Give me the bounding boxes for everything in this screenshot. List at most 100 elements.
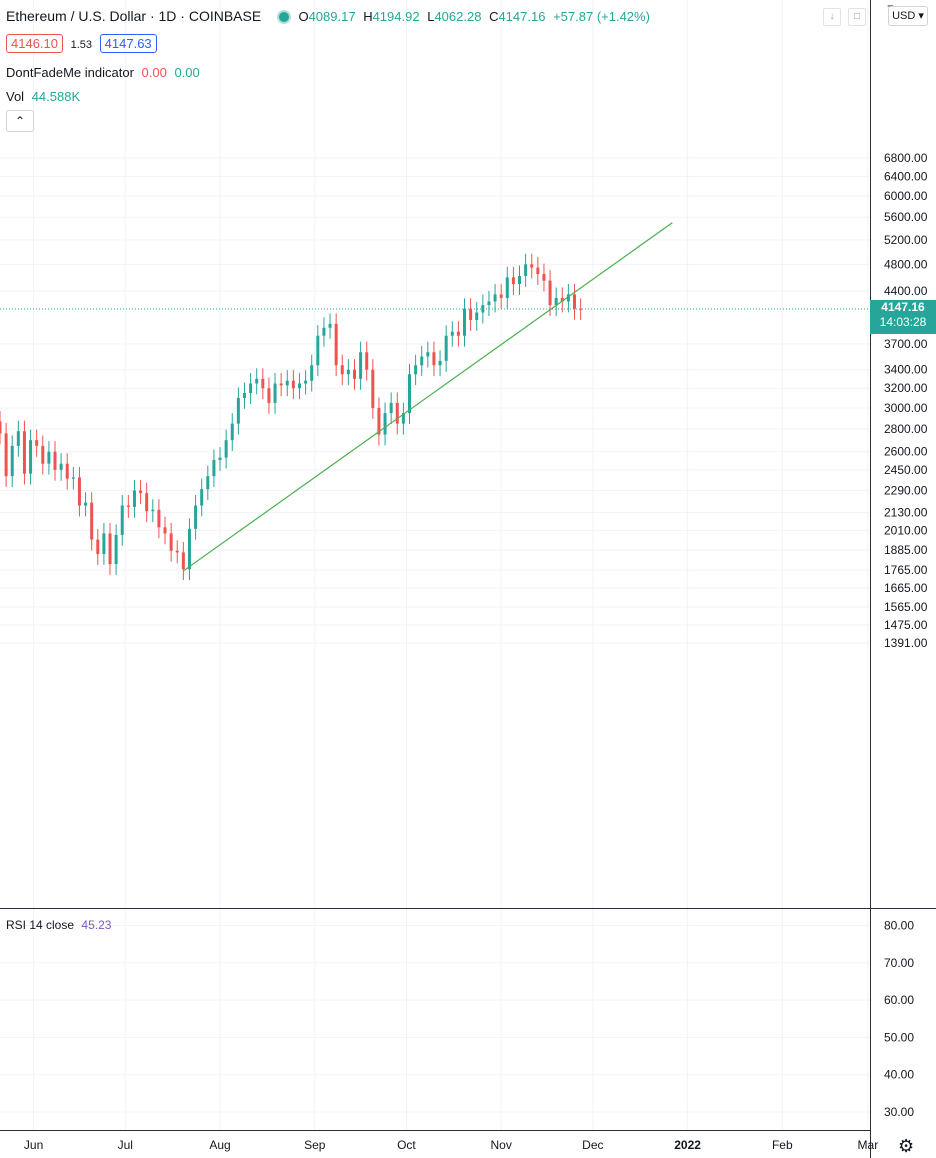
candle-body (187, 528, 191, 570)
price-grid (0, 0, 870, 1130)
time-tick-label: Dec (582, 1138, 603, 1152)
candle-body (230, 423, 234, 441)
candle-body (450, 331, 454, 336)
candle-body (566, 294, 570, 302)
rsi-axis[interactable]: 80.00 70.00 60.00 50.00 40.00 30.00 (884, 919, 914, 1120)
candle-body (365, 352, 369, 370)
price-tick-label: 6400.00 (884, 169, 928, 183)
candle-body (255, 378, 259, 384)
candle-body (554, 297, 558, 306)
candle-body (218, 457, 222, 461)
candle-body (4, 433, 8, 477)
time-tick-label: 2022 (674, 1138, 701, 1152)
collapse-legend-button[interactable]: ⌃ (6, 110, 34, 132)
candle-body (352, 369, 356, 379)
candle-body (297, 383, 301, 389)
candle-body (481, 305, 485, 313)
candle-body (145, 493, 149, 512)
candle-body (328, 323, 332, 328)
candle-body (493, 294, 497, 302)
candle-body (0, 421, 2, 434)
candle-body (524, 264, 528, 277)
time-tick-label: Feb (772, 1138, 793, 1152)
candle-body (96, 539, 100, 555)
candle-body (236, 397, 240, 424)
candle-body (126, 505, 130, 507)
candle-body (579, 308, 583, 310)
currency-select[interactable]: USD ▾ (888, 6, 928, 26)
price-tick-label: 1391.00 (884, 636, 928, 650)
price-tick-label: 3200.00 (884, 381, 928, 395)
candle-body (41, 445, 45, 464)
candle-body (401, 413, 405, 424)
candle-body (206, 476, 210, 490)
candle-body (29, 440, 33, 474)
price-tick-label: 2290.00 (884, 483, 928, 497)
candle-body (444, 335, 448, 361)
open-label: O (298, 9, 309, 24)
rsi-tick-label: 30.00 (884, 1105, 914, 1119)
candle-body (194, 505, 198, 529)
candle-body (371, 369, 375, 408)
chevron-up-icon: ⌃ (14, 114, 26, 128)
candle-body (414, 365, 418, 375)
candle-body (426, 352, 430, 357)
candle-body (175, 550, 179, 553)
trendline[interactable] (183, 222, 673, 572)
candle-body (267, 388, 271, 403)
candle-body (65, 463, 69, 479)
arrow-down-icon[interactable]: ↓ (823, 8, 841, 26)
open-value: 4089.17 (308, 9, 356, 24)
candle-body (279, 383, 283, 386)
price-tick-label: 1565.00 (884, 600, 928, 614)
time-tick-label: Mar (858, 1138, 879, 1152)
price-tick-label: 2800.00 (884, 422, 928, 436)
candle-body (322, 327, 326, 336)
spread-value: 1.53 (70, 39, 93, 51)
gear-icon[interactable]: ⚙ (898, 1136, 915, 1156)
price-tick-label: 1885.00 (884, 543, 928, 557)
candle-body (432, 352, 436, 366)
dfm-value-1: 0.00 (141, 65, 167, 80)
candle-body (120, 505, 124, 535)
price-tick-label: 6000.00 (884, 189, 928, 203)
bid-badge[interactable]: 4146.10 (6, 34, 63, 53)
candle-body (242, 393, 246, 398)
price-axis[interactable]: 6800.00 6400.00 6000.00 5600.00 5200.00 4800.… (884, 151, 928, 650)
candle-body (536, 267, 540, 275)
dfm-legend[interactable]: DontFadeMe indicator 0.00 0.00 (6, 65, 204, 80)
candle-body (548, 280, 552, 306)
candle-body (463, 308, 467, 336)
rsi-tick-label: 60.00 (884, 993, 914, 1007)
dfm-name: DontFadeMe indicator (6, 65, 134, 80)
symbol-title[interactable]: Ethereum / U.S. Dollar · 1D · COINBASE (6, 8, 262, 24)
candle-body (181, 552, 185, 570)
time-axis[interactable]: Jun Jul Aug Sep Oct Nov Dec 2022 Feb Mar (24, 1138, 878, 1152)
maximize-icon[interactable]: □ (848, 8, 866, 26)
candle-body (291, 380, 295, 389)
candle-body (377, 407, 381, 435)
rsi-legend[interactable]: RSI 14 close 45.23 (6, 918, 115, 932)
candle-body (59, 463, 63, 470)
price-tick-label: 4400.00 (884, 284, 928, 298)
candle-body (407, 374, 411, 414)
candle-body (438, 360, 442, 366)
candle-body (200, 489, 204, 506)
candle-body (511, 277, 515, 285)
candle-body (139, 490, 143, 494)
candle-body (359, 352, 363, 379)
candle-body (249, 383, 253, 394)
price-tick-label: 2130.00 (884, 506, 928, 520)
candle-body (151, 509, 155, 512)
candle-body (53, 451, 57, 470)
candle-body (77, 477, 81, 506)
candles (0, 253, 583, 581)
candle-body (224, 440, 228, 458)
vol-legend[interactable]: Vol 44.588K (6, 89, 84, 104)
candle-body (505, 277, 509, 298)
high-value: 4194.92 (372, 9, 420, 24)
vol-value: 44.588K (31, 89, 81, 104)
candle-body (35, 440, 39, 446)
ask-badge[interactable]: 4147.63 (99, 34, 157, 53)
